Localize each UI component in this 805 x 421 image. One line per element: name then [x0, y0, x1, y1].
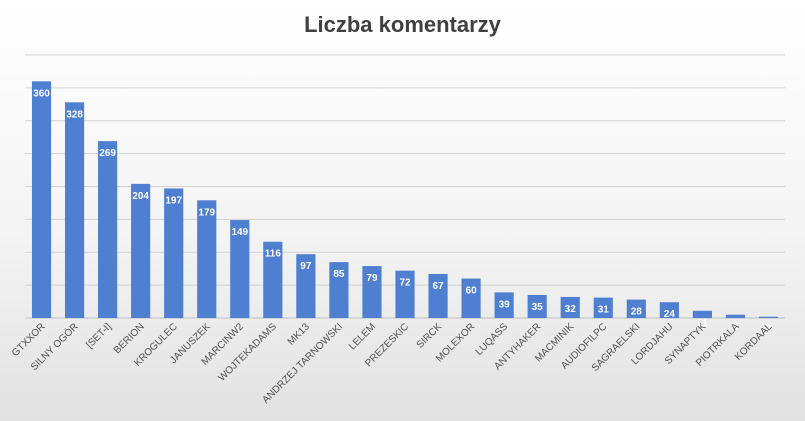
data-label: 72: [399, 278, 411, 289]
data-label: 24: [664, 309, 676, 320]
data-label: 2: [766, 324, 772, 335]
data-label: 60: [466, 286, 478, 297]
data-label: 149: [231, 227, 248, 238]
data-label: 31: [598, 305, 610, 316]
x-tick-label: [SET-I]: [84, 321, 114, 351]
x-tick-label: WOJTEKADAMS: [217, 321, 280, 384]
bar: [626, 299, 646, 318]
data-label: 197: [165, 195, 182, 206]
data-label: 28: [631, 307, 643, 318]
chart-title: Liczba komentarzy: [304, 12, 501, 37]
bar: [230, 220, 250, 318]
bar: [593, 297, 613, 318]
data-label: 116: [265, 249, 282, 260]
x-tick-label: SIRCK: [415, 321, 445, 351]
bar: [494, 292, 514, 318]
x-tick-label: MK13: [286, 321, 313, 348]
data-label: 67: [432, 281, 444, 292]
data-label: 11: [697, 318, 708, 329]
bar: [263, 241, 283, 318]
data-label: 179: [198, 207, 215, 218]
bar: [329, 262, 349, 318]
bar: [395, 270, 415, 318]
data-label: 35: [532, 302, 544, 313]
bar: [31, 81, 52, 318]
bar: [98, 141, 118, 318]
bar: [461, 278, 481, 318]
bar: [131, 183, 151, 318]
bar: [725, 314, 746, 318]
data-label: 269: [99, 148, 116, 159]
bar: [428, 273, 448, 318]
data-label: 39: [499, 299, 511, 310]
bar: [197, 200, 217, 318]
data-label: 85: [333, 269, 345, 280]
bar: [362, 266, 382, 318]
data-label: 79: [366, 273, 378, 284]
bar: [164, 188, 184, 318]
x-tick-label: LELEM: [347, 321, 378, 352]
data-label: 328: [66, 109, 83, 120]
bar: [758, 316, 779, 318]
bar: [692, 310, 712, 318]
bar: [64, 102, 85, 318]
data-label: 360: [33, 88, 50, 99]
bar: [296, 254, 316, 318]
data-label: 5: [733, 322, 739, 333]
bar: [560, 296, 580, 318]
bar: [659, 302, 679, 318]
data-label: 204: [132, 191, 149, 202]
data-label: 32: [565, 304, 577, 315]
data-label: 97: [300, 261, 312, 272]
bar: [527, 294, 547, 318]
